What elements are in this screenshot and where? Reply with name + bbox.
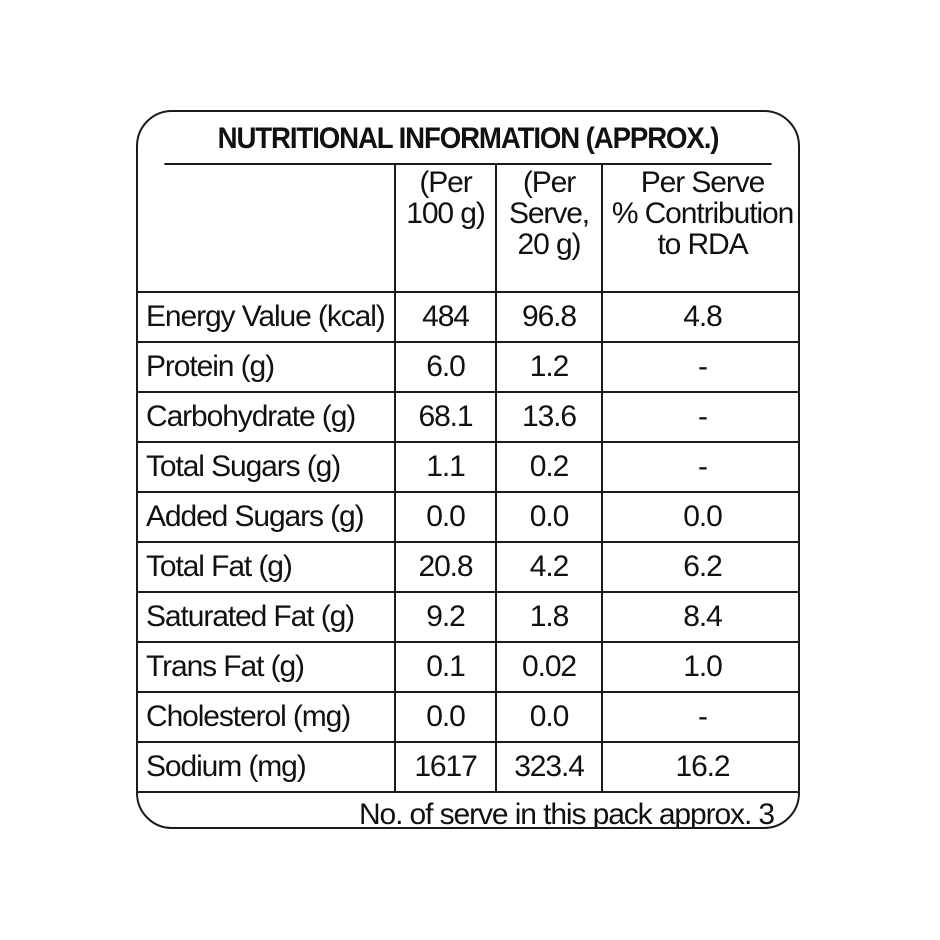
value-per-serve: 13.6	[495, 391, 603, 443]
header-rda-line: to RDA	[657, 228, 748, 261]
table-row: Energy Value (kcal) 484 96.8 4.8	[138, 291, 798, 343]
value-rda: 6.2	[601, 541, 798, 593]
header-per-100g-line: (Per	[419, 166, 472, 199]
value-rda: 1.0	[601, 641, 798, 693]
value-rda: 16.2	[601, 741, 798, 793]
value-per-100g: 1617	[394, 741, 497, 793]
nutrient-name: Sodium (mg)	[138, 741, 396, 793]
nutrition-table: (Per 100 g) (Per Serve, 20 g) Per Serve …	[138, 165, 798, 793]
value-per-serve: 0.2	[495, 441, 603, 493]
nutrient-name: Energy Value (kcal)	[138, 291, 396, 343]
value-per-serve: 0.0	[495, 491, 603, 543]
nutrient-name: Saturated Fat (g)	[138, 591, 396, 643]
header-rda-line: Per Serve	[640, 166, 766, 199]
value-per-serve: 96.8	[495, 291, 603, 343]
value-per-serve: 1.2	[495, 341, 603, 393]
nutrient-name: Cholesterol (mg)	[138, 691, 396, 743]
value-per-100g: 0.0	[394, 491, 497, 543]
value-rda: -	[601, 441, 798, 493]
value-per-100g: 9.2	[394, 591, 497, 643]
table-row: Carbohydrate (g) 68.1 13.6 -	[138, 391, 798, 443]
header-nutrient	[138, 165, 396, 293]
value-rda: -	[601, 341, 798, 393]
value-rda: -	[601, 391, 798, 443]
value-rda: -	[601, 691, 798, 743]
value-rda: 4.8	[601, 291, 798, 343]
value-per-100g: 1.1	[394, 441, 497, 493]
nutrient-name: Total Sugars (g)	[138, 441, 396, 493]
nutrient-name: Carbohydrate (g)	[138, 391, 396, 443]
value-per-100g: 6.0	[394, 341, 497, 393]
servings-note: No. of serve in this pack approx. 3	[358, 798, 775, 829]
value-rda: 0.0	[601, 491, 798, 543]
nutrition-label: NUTRITIONAL INFORMATION (APPROX.) (Per 1…	[136, 110, 800, 829]
value-per-100g: 20.8	[394, 541, 497, 593]
value-per-serve: 1.8	[495, 591, 603, 643]
table-row: Cholesterol (mg) 0.0 0.0 -	[138, 691, 798, 743]
header-per-serve-line: 20 g)	[517, 228, 582, 261]
nutrient-name: Added Sugars (g)	[138, 491, 396, 543]
value-per-100g: 68.1	[394, 391, 497, 443]
header-per-100g-line: 100 g)	[406, 197, 486, 230]
header-rda-line: % Contribution	[611, 197, 794, 230]
table-row: Saturated Fat (g) 9.2 1.8 8.4	[138, 591, 798, 643]
value-rda: 8.4	[601, 591, 798, 643]
table-row: Total Fat (g) 20.8 4.2 6.2	[138, 541, 798, 593]
header-per-serve: (Per Serve, 20 g)	[495, 165, 603, 293]
table-row: Sodium (mg) 1617 323.4 16.2	[138, 741, 798, 793]
header-rda: Per Serve % Contribution to RDA	[601, 165, 798, 293]
value-per-serve: 0.0	[495, 691, 603, 743]
value-per-100g: 484	[394, 291, 497, 343]
value-per-serve: 0.02	[495, 641, 603, 693]
nutrient-name: Total Fat (g)	[138, 541, 396, 593]
header-per-serve-line: (Per	[522, 166, 576, 199]
nutrient-name: Trans Fat (g)	[138, 641, 396, 693]
table-row: Added Sugars (g) 0.0 0.0 0.0	[138, 491, 798, 543]
nutrient-name: Protein (g)	[138, 341, 396, 393]
value-per-100g: 0.0	[394, 691, 497, 743]
header-per-100g: (Per 100 g)	[394, 165, 497, 293]
table-row: Trans Fat (g) 0.1 0.02 1.0	[138, 641, 798, 693]
label-title: NUTRITIONAL INFORMATION (APPROX.)	[164, 112, 772, 165]
table-row: Protein (g) 6.0 1.2 -	[138, 341, 798, 393]
value-per-100g: 0.1	[394, 641, 497, 693]
table-row: Total Sugars (g) 1.1 0.2 -	[138, 441, 798, 493]
value-per-serve: 323.4	[495, 741, 603, 793]
value-per-serve: 4.2	[495, 541, 603, 593]
header-row: (Per 100 g) (Per Serve, 20 g) Per Serve …	[138, 165, 798, 293]
header-per-serve-line: Serve,	[508, 197, 590, 230]
